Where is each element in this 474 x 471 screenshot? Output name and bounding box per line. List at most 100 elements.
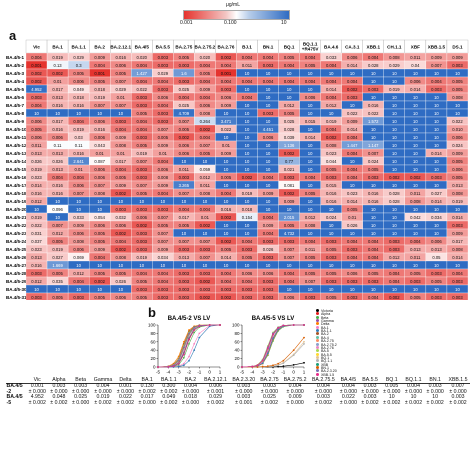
heatmap-cell-value: 10 [245, 119, 250, 124]
table-cell: ± 0.000 [286, 388, 304, 395]
heatmap-cell-value: 10 [371, 287, 376, 292]
heatmap-cell-value: 0.006 [179, 143, 190, 148]
table-cell: 0.049 [162, 394, 176, 401]
heatmap-cell-value: 0.009 [263, 191, 274, 196]
table-cell: 0.029 [209, 394, 222, 401]
curve-data-point [188, 359, 190, 362]
x-tick-label: -4 [166, 370, 170, 375]
curve-panel-title: BA.4/5-2 VS LV [168, 316, 211, 322]
heatmap-cell-value: 0.005 [31, 127, 42, 132]
heatmap-row-label: BA.4/5-6 [6, 95, 25, 100]
heatmap-row-label: BA.4/5-27 [6, 263, 27, 268]
heatmap-cell-value: 0.009 [94, 247, 105, 252]
curve-data-point [266, 352, 269, 355]
heatmap-cell-value: 0.006 [115, 295, 126, 300]
curve-series-line [242, 343, 305, 368]
heatmap-cell-value: 10 [308, 167, 313, 172]
heatmap-cell-value: 0.081 [284, 183, 295, 188]
legend-label: BA.2.76 [321, 345, 334, 350]
legend-marker [316, 315, 319, 319]
heatmap-cell-value: 0.017 [52, 87, 63, 92]
heatmap-cell-value: 0.003 [115, 207, 126, 212]
table-cell: ± 0.002 [404, 399, 423, 406]
heatmap-cell-value: 0.044 [326, 159, 337, 164]
heatmap-cell-value: 10 [392, 127, 397, 132]
table-cell: 10 [410, 394, 417, 401]
curve-data-point [303, 336, 305, 339]
table-cell: ± 0.000 [449, 388, 467, 395]
heatmap-cell-value: 10 [76, 111, 81, 116]
heatmap-cell-value: 0.004 [200, 95, 211, 100]
heatmap-cell-value: 0.028 [284, 127, 295, 132]
table-row: -2 ± 0.000 ± 0.000 ± 0.000 ± 0.000 ± 0.000 ± 0… [6, 388, 470, 395]
y-tick-label: 60 [150, 339, 156, 344]
heatmap-cell-value: 10 [434, 167, 439, 172]
heatmap-cell-value: 0.016 [326, 191, 337, 196]
table-cell: 0.003 [424, 383, 447, 390]
curve-series-line [241, 324, 304, 368]
heatmap-cell-value: 0.004 [158, 271, 169, 276]
curve-series-line [242, 324, 304, 368]
heatmap-cell-value: 0.004 [94, 255, 105, 260]
heatmap-cell-value: 4.451 [263, 127, 274, 132]
heatmap-cell-value: 0.037 [31, 239, 42, 244]
heatmap-cell-value: 0.013 [410, 247, 421, 252]
heatmap-cell-value: 10 [308, 159, 313, 164]
heatmap-cell-value: 0.004 [368, 295, 379, 300]
x-tick-label: 1 [303, 370, 306, 375]
curve-series-line [241, 324, 304, 368]
heatmap-row-label: BA.4/5-11 [6, 135, 27, 140]
heatmap-cell-value: 0.016 [368, 191, 379, 196]
heatmap-cell-value: 0.006 [347, 55, 358, 60]
heatmap-cell-value: 10 [413, 119, 418, 124]
table-cell: ± 0.000 [404, 388, 423, 395]
heatmap-cell-value: 0.004 [31, 103, 42, 108]
table-cell: ± 0.002 [426, 399, 444, 406]
heatmap-cell-value: 10 [287, 263, 292, 268]
heatmap-cell-value: 0.004 [368, 55, 379, 60]
heatmap-cell-value: 0.004 [326, 63, 337, 68]
heatmap-cell-value: 0.006 [73, 247, 84, 252]
heatmap-cell-value: 0.008 [326, 143, 337, 148]
legend-marker [316, 339, 319, 343]
x-tick-label: -4 [250, 370, 254, 375]
heatmap-cell-value: 0.154 [242, 215, 253, 220]
table-cell: ± 0.000 [71, 388, 90, 395]
heatmap-cell-value: 10 [224, 183, 229, 188]
heatmap-cell-value: 10 [434, 103, 439, 108]
heatmap-cell-value: 0.014 [452, 215, 463, 220]
heatmap-cell-value: 0.004 [389, 279, 400, 284]
heatmap-cell-value: 10 [308, 127, 313, 132]
heatmap-cell-value: 10 [76, 263, 81, 268]
heatmap-cell-value: 0.008 [200, 191, 211, 196]
heatmap-cell-value: 0.004 [347, 79, 358, 84]
heatmap-cell-value: 0.005 [52, 239, 63, 244]
heatmap-cell-value: 10 [350, 263, 355, 268]
heatmap-cell-value: 10 [224, 135, 229, 140]
heatmap-cell-value: 0.019 [137, 151, 148, 156]
heatmap-cell-value: 10 [371, 263, 376, 268]
heatmap-cell-value: 0.13 [53, 63, 62, 68]
legend-label: Victoria [321, 308, 333, 313]
heatmap-cell-value: 10 [308, 199, 313, 204]
y-tick-label: 40 [234, 348, 240, 353]
heatmap-cell-value: 0.009 [73, 223, 84, 228]
table-cell: 0.004 [179, 383, 202, 390]
heatmap-row-label: BA.4/5-7 [6, 103, 25, 108]
table-cell: ± 0.002 [138, 388, 156, 395]
y-tick-label: 40 [150, 348, 156, 353]
heatmap-cell-value: 0.004 [326, 95, 337, 100]
curve-series-line [158, 324, 221, 368]
heatmap-cell-value: 0.003 [431, 295, 442, 300]
heatmap-cell-value: 10 [97, 207, 102, 212]
heatmap-cell-value: 0.002 [389, 295, 400, 300]
heatmap-cell-value: 0.013 [31, 255, 42, 260]
heatmap-cell-value: 0.002 [221, 239, 232, 244]
heatmap-cell-value: 10 [308, 231, 313, 236]
heatmap-cell-value: 0.004 [158, 279, 169, 284]
legend-item: BA.1 [316, 325, 329, 330]
heatmap-cell-value: 0.028 [389, 191, 400, 196]
heatmap-cell-value: 0.007 [137, 183, 148, 188]
heatmap-cell-value: 0.004 [221, 63, 232, 68]
heatmap-cell-value: 10 [266, 199, 271, 204]
